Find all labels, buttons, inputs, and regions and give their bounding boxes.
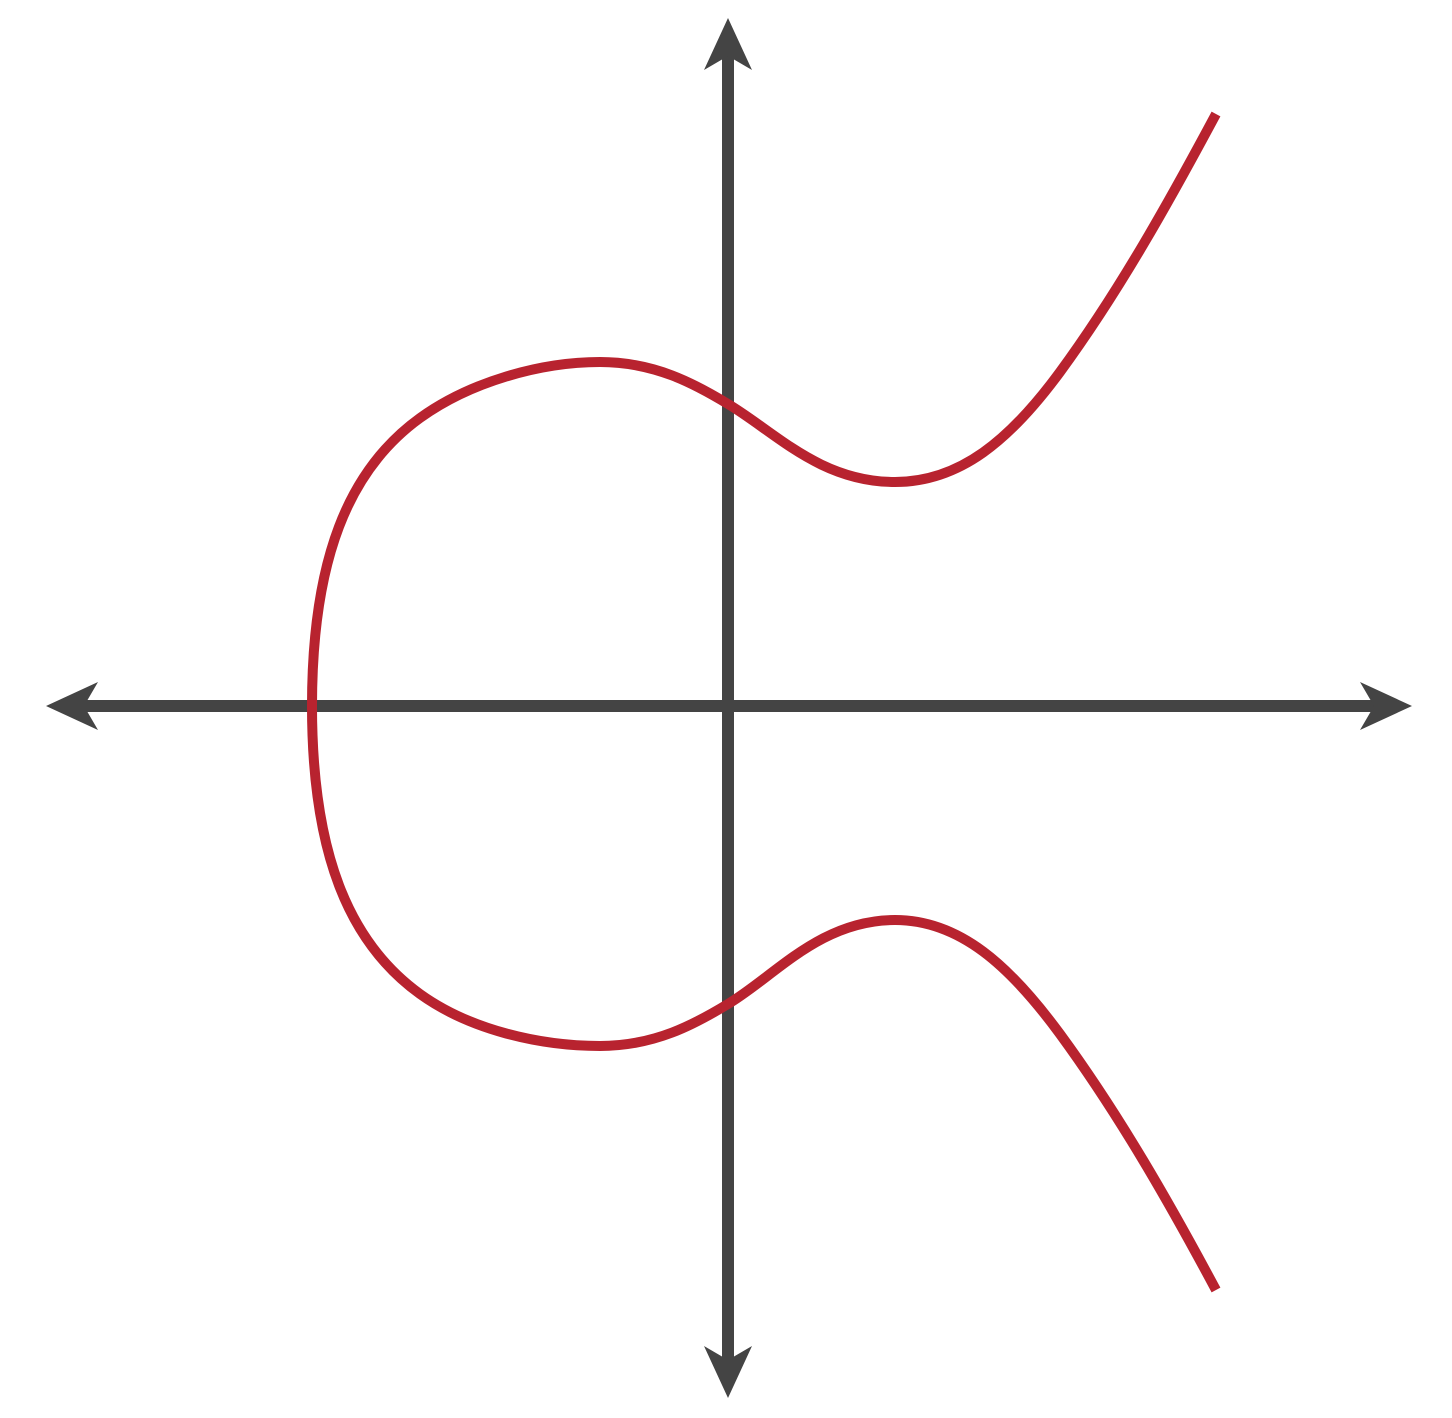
curve-upper-branch — [312, 114, 1216, 706]
curve-lower-branch — [312, 706, 1216, 1290]
